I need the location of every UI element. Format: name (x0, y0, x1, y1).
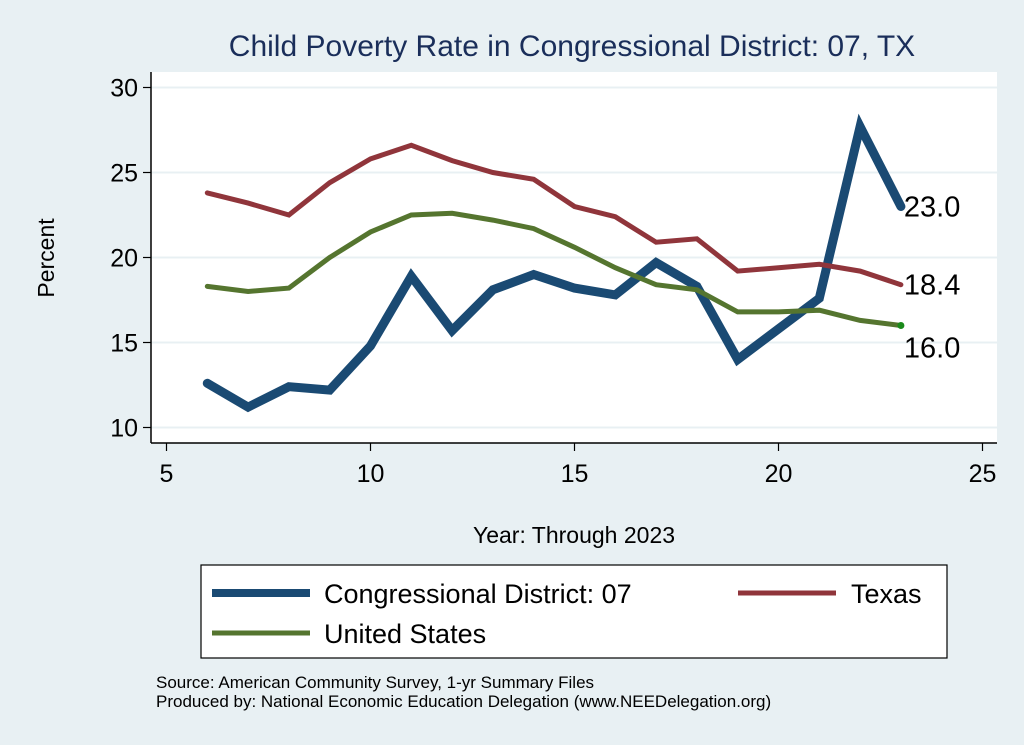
end-marker-united-states (897, 322, 905, 329)
y-tick-label-20: 20 (110, 245, 138, 273)
gridlines (151, 86, 997, 429)
series-line-united-states (204, 210, 904, 328)
legend-label-united-states: United States (324, 619, 486, 649)
producer-note: Produced by: National Economic Education… (156, 692, 771, 711)
chart-title: Child Poverty Rate in Congressional Dist… (229, 30, 915, 63)
legend-box (200, 564, 948, 659)
series-line-texas (204, 142, 904, 288)
y-tick-label-10: 10 (110, 415, 138, 443)
y-tick-label-25: 25 (110, 160, 138, 188)
x-tick-label-15: 15 (561, 460, 589, 488)
legend-label-congressional-district: Congressional District: 07 (324, 579, 632, 609)
x-axis-title: Year: Through 2023 (473, 522, 675, 548)
source-note: Source: American Community Survey, 1-yr … (156, 673, 594, 692)
x-axis-ticks: 5 10 15 20 25 (160, 443, 997, 488)
y-axis-title: Percent (33, 218, 59, 298)
series-line-congressional-district-07 (202, 113, 906, 413)
y-axis-ticks: 10 15 20 25 30 (110, 75, 151, 443)
legend-label-texas: Texas (851, 579, 922, 609)
end-label-congressional-district-07: 23.0 (904, 192, 960, 224)
y-tick-label-15: 15 (110, 330, 138, 358)
end-label-texas: 18.4 (904, 270, 960, 302)
x-tick-label-20: 20 (765, 460, 793, 488)
x-tick-label-25: 25 (969, 460, 997, 488)
legend: Congressional District: 07 Texas United … (200, 564, 948, 659)
x-tick-label-5: 5 (160, 460, 174, 488)
end-labels: 23.0 18.4 16.0 (904, 192, 960, 365)
end-label-united-states: 16.0 (904, 333, 960, 365)
y-tick-label-30: 30 (110, 75, 138, 103)
series-lines (202, 113, 906, 413)
x-tick-label-10: 10 (357, 460, 385, 488)
